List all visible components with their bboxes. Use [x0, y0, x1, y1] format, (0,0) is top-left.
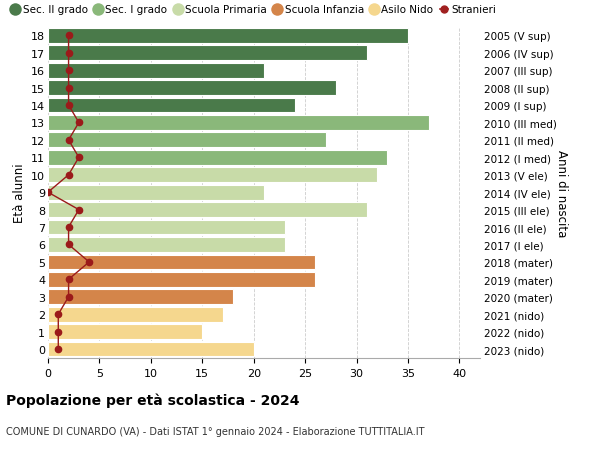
Bar — [48, 290, 233, 304]
Bar — [48, 238, 284, 252]
Bar — [48, 307, 223, 322]
Legend: Sec. II grado, Sec. I grado, Scuola Primaria, Scuola Infanzia, Asilo Nido, Stran: Sec. II grado, Sec. I grado, Scuola Prim… — [11, 5, 496, 15]
Bar — [48, 203, 367, 218]
Bar — [48, 220, 284, 235]
Y-axis label: Età alunni: Età alunni — [13, 163, 26, 223]
Bar — [48, 185, 264, 200]
Bar — [48, 64, 264, 78]
Y-axis label: Anni di nascita: Anni di nascita — [555, 149, 568, 236]
Text: COMUNE DI CUNARDO (VA) - Dati ISTAT 1° gennaio 2024 - Elaborazione TUTTITALIA.IT: COMUNE DI CUNARDO (VA) - Dati ISTAT 1° g… — [6, 426, 425, 436]
Bar — [48, 116, 428, 131]
Bar — [48, 133, 326, 148]
Bar — [48, 342, 254, 357]
Bar — [48, 151, 388, 165]
Bar — [48, 325, 202, 339]
Bar — [48, 168, 377, 183]
Bar — [48, 255, 316, 270]
Text: Popolazione per età scolastica - 2024: Popolazione per età scolastica - 2024 — [6, 392, 299, 407]
Bar — [48, 46, 367, 61]
Bar — [48, 29, 408, 44]
Bar — [48, 272, 316, 287]
Bar — [48, 98, 295, 113]
Bar — [48, 81, 336, 96]
